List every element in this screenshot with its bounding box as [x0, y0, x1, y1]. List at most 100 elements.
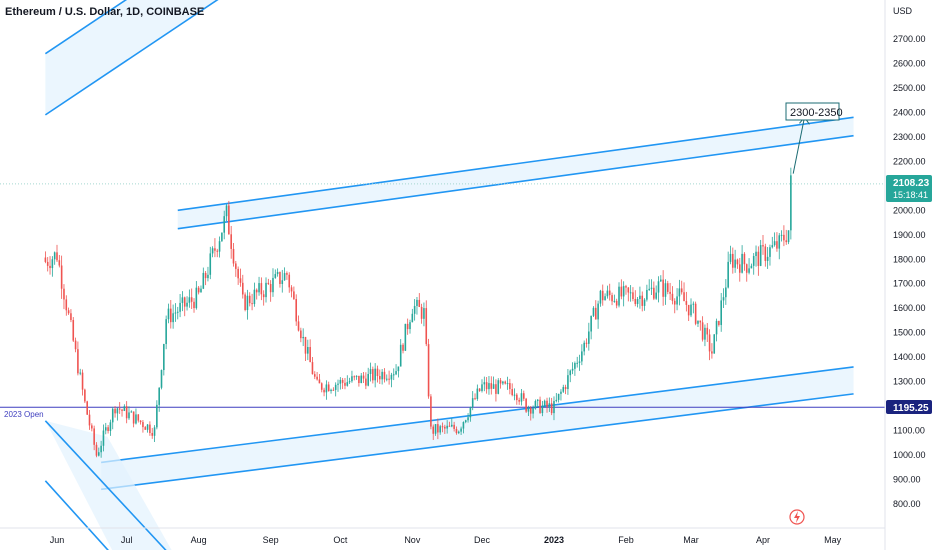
candle-body [439, 426, 441, 433]
candle-body [641, 295, 644, 306]
candle-body [490, 383, 493, 389]
target-arrow[interactable] [792, 117, 805, 174]
candle-body [195, 287, 198, 309]
candle [167, 303, 170, 324]
candle-body [74, 340, 77, 350]
candle-body [139, 420, 142, 423]
candle-body [420, 306, 423, 319]
time-tick-label: Apr [756, 535, 770, 545]
price-tick-label: 1400.00 [893, 352, 926, 362]
candle [135, 408, 137, 425]
candle-body [701, 322, 704, 340]
candle [272, 268, 274, 297]
channel-lower-line[interactable] [101, 393, 854, 491]
time-tick-label: Jul [121, 535, 133, 545]
candle-body [165, 319, 167, 345]
candle-body [694, 303, 697, 324]
symbol-title: Ethereum / U.S. Dollar, 1D, COINBASE [5, 6, 204, 18]
channel-upper-line[interactable] [44, 420, 175, 555]
candle [395, 364, 397, 376]
candle-body [93, 428, 95, 445]
channel-upper-line[interactable] [177, 116, 854, 212]
candle [186, 296, 188, 311]
candle [365, 372, 367, 390]
candle [581, 344, 583, 366]
candle-body [179, 302, 181, 312]
candle [309, 339, 311, 363]
channel-lower-line[interactable] [177, 134, 854, 230]
candle-body [469, 407, 472, 418]
candle-body [678, 288, 681, 297]
candle [690, 298, 692, 318]
candle [546, 397, 548, 413]
candle [202, 267, 205, 290]
candle-body [77, 349, 79, 374]
candle [128, 406, 130, 420]
candle-body [72, 320, 75, 341]
candle [262, 290, 265, 306]
candle-body [262, 294, 265, 298]
candle-body [167, 308, 170, 320]
candle [499, 378, 502, 389]
candle [492, 376, 495, 389]
time-tick-label: Nov [404, 535, 421, 545]
candle [755, 245, 757, 267]
price-tick-label: 1900.00 [893, 230, 926, 240]
candle [67, 307, 70, 315]
candle-body [650, 287, 653, 289]
candle [567, 368, 569, 395]
candle-body [666, 283, 669, 292]
candle-body [759, 245, 762, 266]
candle [383, 368, 386, 383]
candle-body [255, 289, 258, 293]
candle-body [339, 379, 342, 384]
candle-body [372, 369, 374, 381]
candle-body [690, 304, 692, 316]
candle-body [237, 268, 239, 279]
candle [583, 340, 585, 356]
candle-body [478, 388, 481, 391]
candle [478, 388, 481, 392]
candle-body [186, 302, 188, 307]
price-tick-label: 900.00 [893, 475, 921, 485]
candle [476, 384, 479, 401]
candle [525, 397, 527, 413]
candle [578, 354, 581, 371]
channel-upper-line[interactable] [101, 366, 854, 464]
candle-body [752, 256, 755, 266]
lightning-icon[interactable] [789, 509, 805, 525]
candle [51, 256, 54, 277]
candle [332, 387, 335, 391]
candle [399, 339, 402, 367]
candle-body [697, 320, 699, 324]
candle [657, 276, 660, 303]
channel-lower-line[interactable] [44, 0, 287, 116]
candle [692, 301, 695, 314]
candle-body [527, 407, 530, 412]
target-callout[interactable]: 2300-2350 [785, 102, 843, 121]
price-tick-label: 1600.00 [893, 303, 926, 313]
candle [63, 284, 65, 310]
candle [643, 298, 646, 311]
candle-body [648, 288, 651, 291]
price-tick-label: 2300.00 [893, 132, 926, 142]
channel-lower-line[interactable] [44, 480, 117, 555]
candle-body [601, 290, 604, 301]
candle [752, 253, 755, 275]
candle-body [367, 373, 369, 386]
price-tick-label: 1800.00 [893, 254, 926, 264]
candle-body [495, 384, 497, 394]
candle-body [395, 371, 397, 375]
candle-body [592, 307, 595, 316]
candle [232, 242, 235, 267]
candle-body [274, 274, 277, 278]
candle [687, 304, 690, 322]
candle-body [225, 205, 228, 217]
candle [627, 286, 630, 302]
channel-upper-line[interactable] [44, 0, 287, 55]
candle-body [132, 411, 135, 424]
candle [93, 425, 95, 451]
candle [176, 306, 179, 320]
candle-body [571, 368, 574, 371]
